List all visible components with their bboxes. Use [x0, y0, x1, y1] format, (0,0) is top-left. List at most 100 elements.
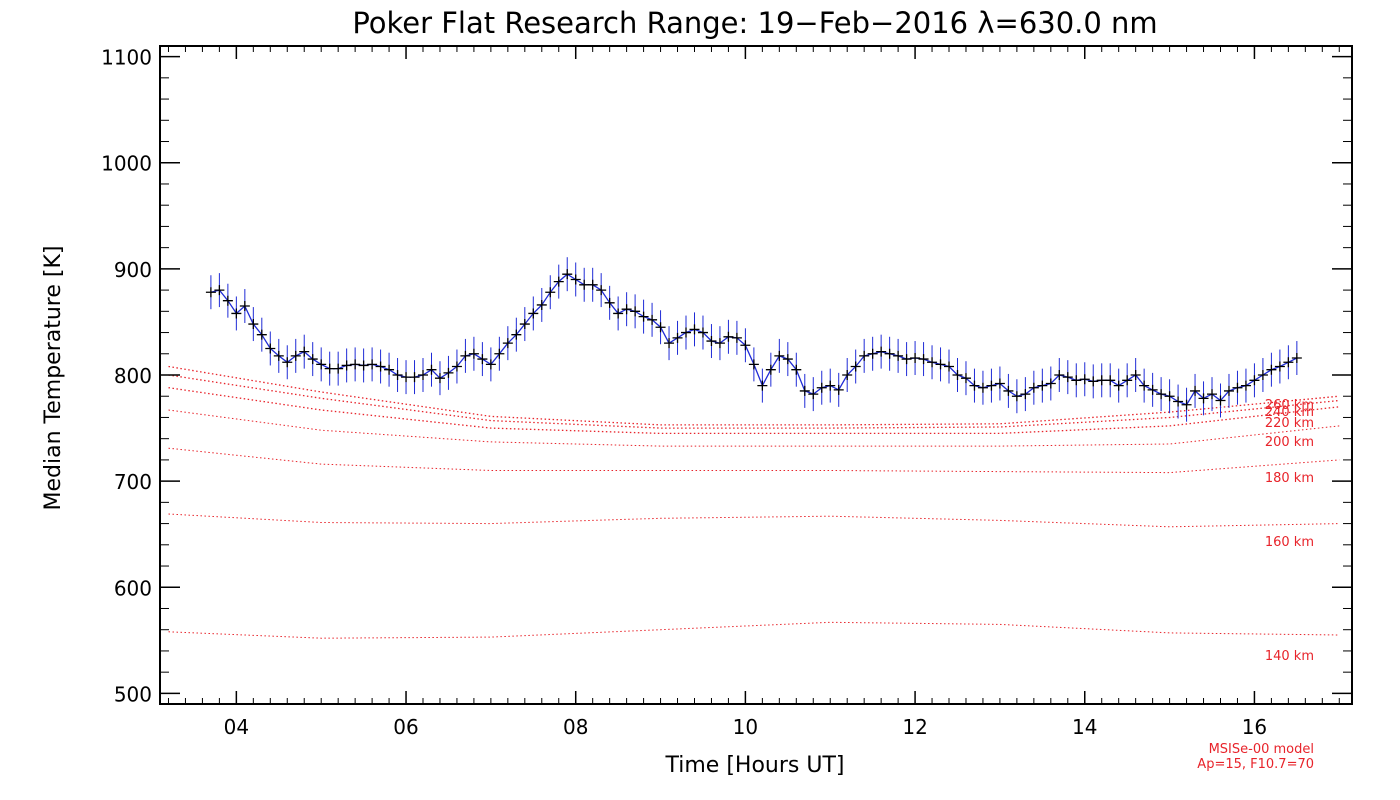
data-point [1164, 391, 1175, 402]
data-point [562, 269, 573, 280]
data-point [1190, 385, 1201, 396]
model-curve-180km [168, 447, 1340, 474]
data-point [630, 306, 641, 317]
data-point [1257, 370, 1268, 380]
data-point [316, 359, 327, 370]
model-curve-160km [168, 513, 1340, 528]
data-point [1291, 353, 1302, 364]
data-point [384, 364, 395, 375]
data-point [986, 380, 997, 391]
chart-title: Poker Flat Research Range: 19−Feb−2016 λ… [352, 6, 1157, 40]
data-point [833, 384, 844, 395]
data-point [341, 360, 352, 371]
data-point [791, 364, 802, 375]
model-curve-240km [168, 374, 1340, 429]
data-point [850, 361, 861, 372]
data-point [536, 299, 547, 310]
data-point [977, 382, 988, 393]
data-point [375, 361, 386, 372]
data-point [222, 295, 233, 306]
data-point [672, 332, 683, 343]
data-point [664, 338, 675, 349]
axes: 04 06 08 10 12 14 16 500 600 700 800 900 1000 1100 [101, 45, 1353, 739]
data-point [1037, 380, 1048, 391]
data-point [443, 367, 454, 378]
data-point [697, 327, 708, 338]
data-point [239, 301, 250, 312]
data-point [214, 285, 225, 296]
model-label-240km: 240 km [1265, 405, 1314, 420]
data-point [1122, 375, 1133, 386]
data-point [816, 382, 827, 393]
model-label-220km: 220 km [1265, 416, 1314, 431]
model-label-200km: 200 km [1265, 435, 1314, 450]
data-point [901, 354, 912, 365]
data-point [740, 340, 751, 351]
data-point [579, 279, 590, 290]
data-point [935, 359, 946, 370]
model-curve-140km [168, 621, 1340, 639]
data-point [1054, 370, 1065, 380]
y-tick-label: 500 [114, 682, 152, 706]
model-curve-260km [168, 365, 1340, 426]
data-point [681, 327, 692, 338]
data-point [655, 322, 666, 333]
data-point [570, 274, 581, 285]
data-point [401, 372, 412, 383]
data-point [299, 346, 310, 357]
data-point [1139, 380, 1150, 391]
data-point [596, 285, 607, 296]
data-point [451, 361, 462, 372]
data-point [333, 363, 344, 374]
data-point [731, 332, 742, 343]
model-label-180km: 180 km [1265, 471, 1314, 486]
data-point [757, 380, 768, 391]
data-point [782, 354, 793, 365]
data-point [1062, 372, 1073, 383]
data-point [290, 350, 301, 361]
data-point [231, 308, 242, 319]
x-axis-label: Time [Hours UT] [665, 753, 845, 778]
data-point [1266, 364, 1277, 375]
data-point [706, 336, 717, 347]
data-point [867, 348, 878, 359]
model-label-260km: 260 km [1265, 398, 1314, 413]
data-point [944, 361, 955, 372]
data-point [1003, 385, 1014, 396]
data-point [434, 373, 445, 384]
data-point [392, 370, 403, 380]
data-point [969, 380, 980, 391]
data-point [689, 324, 700, 335]
data-point [418, 370, 429, 380]
data-point [468, 348, 479, 359]
y-tick-label: 1100 [101, 46, 152, 70]
data-point [859, 350, 870, 361]
measured-series [205, 257, 1302, 422]
data-point [1011, 391, 1022, 402]
data-point [205, 287, 216, 298]
data-point [1240, 380, 1251, 391]
data-point [774, 350, 785, 361]
data-point [613, 308, 624, 319]
data-point [1156, 389, 1167, 400]
data-point [1045, 378, 1056, 389]
data-point [1088, 376, 1099, 387]
y-tick-label: 1000 [101, 152, 152, 176]
plot-frame [159, 45, 1353, 705]
data-point [808, 389, 819, 400]
data-point [426, 364, 437, 375]
y-axis-label: Median Temperature [K] [41, 246, 66, 511]
data-point [273, 350, 284, 361]
data-point [647, 314, 658, 325]
x-tick-label: 12 [902, 715, 927, 739]
data-point [748, 359, 759, 370]
data-point [350, 359, 361, 370]
model-note: MSISe-00 model [1209, 742, 1314, 757]
y-tick-label: 800 [114, 364, 152, 388]
data-point [485, 359, 496, 370]
data-point [1147, 384, 1158, 395]
model-label-140km: 140 km [1265, 649, 1314, 664]
data-point [799, 385, 810, 396]
model-curves [168, 365, 1340, 639]
